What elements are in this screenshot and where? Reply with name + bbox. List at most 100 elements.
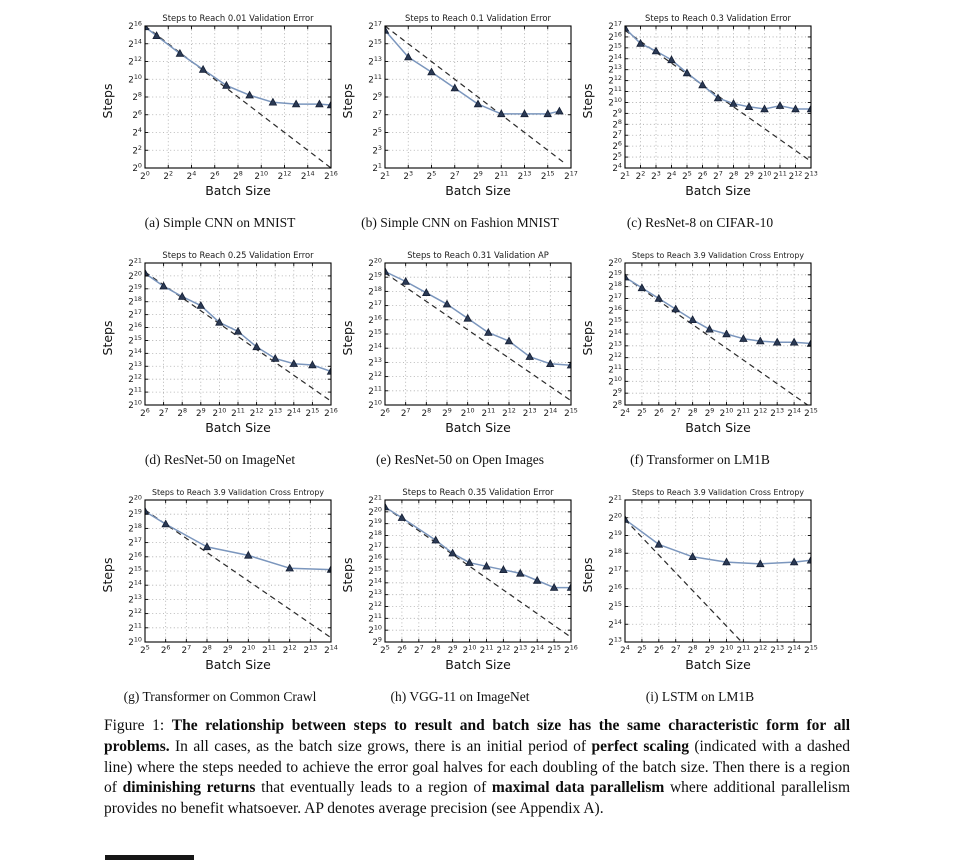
tick-label: 29 xyxy=(372,91,382,104)
tick-label: 220 xyxy=(368,257,382,270)
tick-label: 215 xyxy=(804,407,818,420)
x-axis-label: Batch Size xyxy=(685,420,751,435)
plot-frame xyxy=(384,499,572,643)
tick-label: 27 xyxy=(159,407,169,420)
plot-canvas-c: 21 22 23 24 25 26 27 28 29 210 211 212 2132425262728… xyxy=(580,13,818,198)
x-axis-label: Batch Size xyxy=(685,183,751,198)
tick-label: 22 xyxy=(132,144,142,157)
plot-frame xyxy=(384,262,572,406)
tick-label: 215 xyxy=(128,565,142,578)
tick-label: 210 xyxy=(128,399,142,412)
tick-label: 21 xyxy=(620,170,630,183)
tick-label: 213 xyxy=(608,636,622,649)
plot-frame xyxy=(144,25,332,169)
tick-label: 212 xyxy=(128,607,142,620)
tick-label: 27 xyxy=(713,170,723,183)
tick-label: 29 xyxy=(612,387,622,400)
tick-label: 22 xyxy=(163,170,173,183)
tick-label: 215 xyxy=(608,600,622,613)
tick-label: 25 xyxy=(380,644,390,657)
tick-label: 215 xyxy=(128,334,142,347)
tick-label: 27 xyxy=(612,129,622,142)
tick-label: 214 xyxy=(324,644,338,657)
tick-label: 217 xyxy=(608,292,622,305)
plot-canvas-b: 21 23 25 27 29 211 213 215 217 21 23 25 27 29 211 213 21… xyxy=(340,13,578,198)
figure-caption-segment: diminishing returns xyxy=(122,779,256,797)
plot-title: Steps to Reach 0.01 Validation Error xyxy=(162,13,314,23)
tick-label: 25 xyxy=(612,151,622,164)
tick-label: 214 xyxy=(530,644,544,657)
tick-label: 221 xyxy=(128,257,142,270)
tick-label: 28 xyxy=(177,407,187,420)
tick-label: 25 xyxy=(427,170,437,183)
tick-label: 213 xyxy=(128,593,142,606)
tick-label: 25 xyxy=(372,126,382,139)
steps-curve xyxy=(625,276,811,345)
tick-label: 214 xyxy=(128,37,142,50)
plot-title: Steps to Reach 3.9 Validation Cross Entr… xyxy=(632,488,804,497)
tick-label: 218 xyxy=(128,522,142,535)
data-markers xyxy=(385,266,571,369)
x-axis-label: Batch Size xyxy=(685,657,751,672)
steps-curve xyxy=(385,270,571,366)
tick-label: 216 xyxy=(128,550,142,563)
tick-label: 212 xyxy=(753,644,767,657)
subplot-caption: (i) LSTM on LM1B xyxy=(645,689,755,704)
tick-label: 217 xyxy=(608,565,622,578)
tick-label: 215 xyxy=(547,644,561,657)
tick-label: 25 xyxy=(637,644,647,657)
tick-label: 211 xyxy=(231,407,245,420)
tick-label: 216 xyxy=(128,321,142,334)
tick-label: 210 xyxy=(368,624,382,637)
y-axis-label: Steps xyxy=(100,558,115,593)
tick-label: 215 xyxy=(541,170,555,183)
tick-label: 28 xyxy=(431,644,441,657)
tick-label: 29 xyxy=(448,644,458,657)
plot-canvas-f: 24 25 26 27 28 29 210 211 212 213 214 2152829210211… xyxy=(580,251,818,435)
tick-label: 218 xyxy=(128,295,142,308)
y-axis-label: Steps xyxy=(580,84,595,119)
tick-label: 21 xyxy=(372,162,382,175)
subplot-b: 21 23 25 27 29 211 213 215 217 21 23 25 27 29 211 213 21… xyxy=(340,10,580,231)
steps-curve xyxy=(145,510,331,571)
x-axis-label: Batch Size xyxy=(205,183,271,198)
tick-label: 217 xyxy=(368,20,382,33)
tick-label: 214 xyxy=(543,407,557,420)
tick-label: 24 xyxy=(132,126,142,139)
tick-label: 213 xyxy=(368,588,382,601)
x-axis-label: Batch Size xyxy=(445,657,511,672)
tick-label: 219 xyxy=(608,268,622,281)
tick-label: 217 xyxy=(128,536,142,549)
tick-label: 29 xyxy=(473,170,483,183)
data-markers xyxy=(385,26,564,118)
tick-label: 213 xyxy=(518,170,532,183)
perfect-scaling-dashed-line xyxy=(385,506,571,638)
subplot-e: 26 27 28 29 210 211 212 213 214 215 210 211 212 213 21… xyxy=(340,247,580,468)
tick-label: 26 xyxy=(380,407,390,420)
tick-label: 24 xyxy=(620,644,630,657)
tick-label: 28 xyxy=(688,644,698,657)
plot-title: Steps to Reach 0.3 Validation Error xyxy=(645,13,791,23)
tick-label: 220 xyxy=(608,511,622,524)
tick-label: 23 xyxy=(372,144,382,157)
tick-label: 27 xyxy=(671,644,681,657)
figure-caption-segment: that eventually leads to a region of xyxy=(255,779,492,797)
tick-label: 216 xyxy=(368,313,382,326)
tick-label: 212 xyxy=(128,373,142,386)
tick-label: 211 xyxy=(480,644,494,657)
plot-title: Steps to Reach 0.31 Validation AP xyxy=(407,250,549,260)
tick-label: 212 xyxy=(128,55,142,68)
tick-label: 20 xyxy=(140,170,150,183)
subplot-caption: (f) Transformer on LM1B xyxy=(630,452,770,467)
tick-label: 213 xyxy=(513,644,527,657)
tick-label: 26 xyxy=(654,644,664,657)
tick-label: 215 xyxy=(804,644,818,657)
tick-label: 211 xyxy=(368,612,382,625)
tick-label: 29 xyxy=(612,107,622,120)
tick-label: 29 xyxy=(744,170,754,183)
tick-label: 211 xyxy=(128,621,142,634)
tick-label: 214 xyxy=(368,576,382,589)
tick-label: 221 xyxy=(368,494,382,507)
perfect-scaling-dashed-line xyxy=(385,26,565,164)
tick-label: 28 xyxy=(233,170,243,183)
